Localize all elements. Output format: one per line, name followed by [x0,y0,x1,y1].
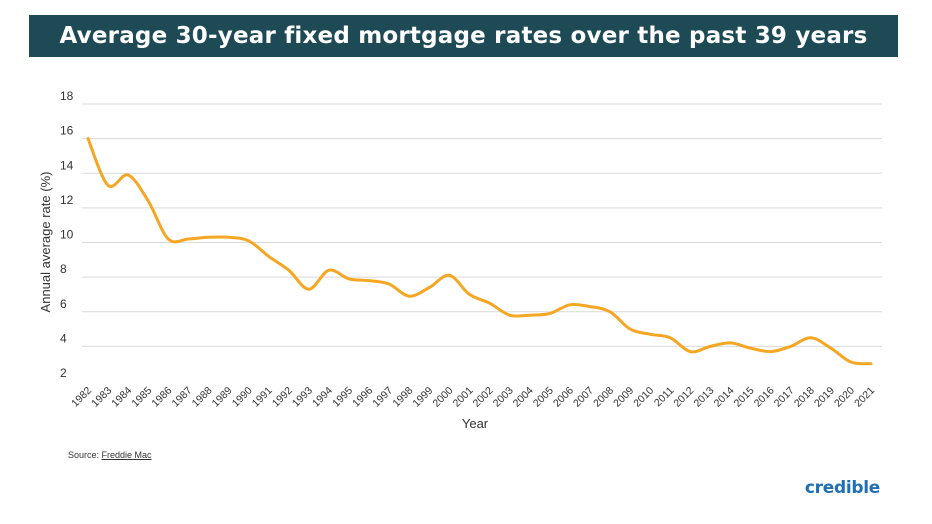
x-tick-label: 1996 [350,385,375,410]
x-tick-label: 2020 [832,385,857,410]
x-axis-label: Year [462,416,489,431]
x-tick-label: 1992 [270,385,295,410]
source-prefix: Source: [68,450,102,460]
x-tick-label: 2009 [611,385,636,410]
x-tick-label: 1999 [410,385,435,410]
x-tick-label: 1990 [230,385,255,410]
x-tick-label: 2003 [491,385,516,410]
x-tick-label: 2013 [692,385,717,410]
x-tick-label: 1994 [310,385,335,410]
y-tick-label: 18 [60,89,74,103]
y-tick-label: 6 [60,297,67,311]
x-tick-label: 2002 [471,385,496,410]
x-tick-label: 2014 [712,385,737,410]
y-tick-label: 12 [60,193,74,207]
x-tick-label: 2018 [792,385,817,410]
y-axis-label: Annual average rate (%) [38,172,53,313]
x-tick-label: 2012 [671,385,696,410]
x-tick-label: 2001 [451,385,476,410]
x-tick-label: 2021 [852,385,877,410]
x-tick-label: 1991 [250,385,275,410]
x-tick-label: 1993 [290,385,315,410]
title-banner: Average 30-year fixed mortgage rates ove… [29,15,898,57]
x-tick-label: 2011 [652,385,677,410]
chart-title: Average 30-year fixed mortgage rates ove… [59,23,868,49]
rate-series-line [86,137,873,366]
x-tick-label: 1983 [89,385,114,410]
brand-logo: credible [804,478,880,498]
x-tick-label: 1985 [129,385,154,410]
x-tick-label: 2019 [812,385,837,410]
x-tick-label: 2007 [571,385,596,410]
y-tick-label: 8 [60,262,67,276]
y-tick-label: 14 [60,158,74,172]
x-tick-label: 1984 [109,385,134,410]
source-note: Source: Freddie Mac [68,450,152,460]
y-tick-label: 10 [60,228,74,242]
x-tick-label: 2006 [551,385,576,410]
x-tick-label: 2005 [531,385,556,410]
x-tick-label: 1989 [210,385,235,410]
x-tick-label: 1986 [149,385,174,410]
x-tick-label: 1987 [170,385,195,410]
source-link[interactable]: Freddie Mac [101,450,152,460]
x-tick-label: 2016 [752,385,777,410]
x-tick-label: 2008 [591,385,616,410]
y-tick-label: 2 [60,366,67,380]
y-tick-label: 16 [60,124,74,138]
x-tick-label: 2000 [431,385,456,410]
x-tick-label: 2010 [631,385,656,410]
x-tick-label: 2017 [772,385,797,410]
x-tick-label: 1998 [390,385,415,410]
y-tick-label: 4 [60,331,67,345]
x-tick-label: 2015 [732,385,757,410]
x-tick-label: 1988 [190,385,215,410]
x-tick-label: 1982 [69,385,94,410]
x-tick-label: 1997 [370,385,395,410]
x-tick-label: 1995 [330,385,355,410]
x-tick-label: 2004 [511,385,536,410]
